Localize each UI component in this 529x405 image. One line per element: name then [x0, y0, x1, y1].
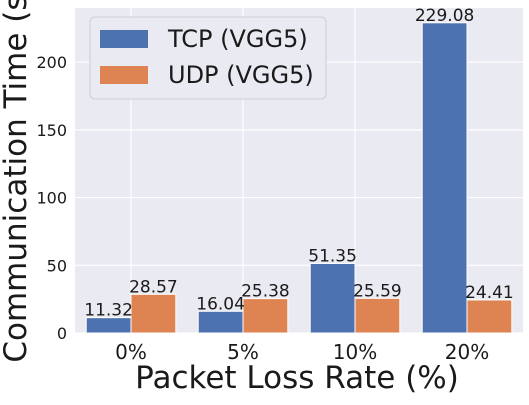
x-axis-label: Packet Loss Rate (%) — [135, 360, 459, 396]
y-tick-label: 100 — [36, 189, 67, 208]
y-axis-ticks: 0 50 100 150 200 — [36, 53, 67, 343]
y-tick-label: 150 — [36, 121, 67, 140]
x-tick-label: 0% — [115, 340, 147, 364]
bars-layer — [85, 22, 513, 334]
data-labels-layer: 11.32 16.04 51.35 229.08 28.57 25.38 25.59 24.4… — [84, 6, 513, 321]
x-tick-label: 10% — [333, 340, 377, 364]
legend: TCP (VGG5) UDP (VGG5) — [89, 16, 327, 100]
y-tick-label: 200 — [36, 53, 67, 72]
bar-value-label: 229.08 — [415, 6, 474, 26]
bar-value-label: 16.04 — [196, 294, 245, 314]
bar-value-label: 28.57 — [129, 277, 178, 297]
bar-udp — [242, 298, 289, 334]
bar-value-label: 24.41 — [465, 283, 514, 303]
bar-tcp — [309, 262, 356, 334]
legend-label-udp: UDP (VGG5) — [168, 61, 314, 89]
bar-tcp — [197, 310, 244, 334]
bar-value-label: 51.35 — [308, 246, 357, 266]
y-axis-label: Communication Time (s) — [0, 0, 34, 363]
legend-label-tcp: TCP (VGG5) — [167, 25, 308, 53]
legend-swatch-udp — [100, 66, 148, 84]
x-axis-ticks: 0% 5% 10% 20% — [115, 340, 489, 364]
x-tick-label: 5% — [227, 340, 259, 364]
bar-udp — [354, 297, 401, 334]
legend-swatch-tcp — [100, 30, 148, 48]
legend-box — [89, 16, 327, 100]
bar-value-label: 25.38 — [241, 282, 290, 302]
bar-value-label: 25.59 — [353, 281, 402, 301]
bar-tcp — [421, 22, 468, 334]
bar-value-label: 11.32 — [84, 301, 133, 321]
y-tick-label: 0 — [57, 324, 67, 343]
bar-udp — [466, 299, 513, 334]
y-tick-label: 50 — [47, 256, 67, 275]
bar-udp — [130, 293, 177, 334]
x-tick-label: 20% — [445, 340, 489, 364]
